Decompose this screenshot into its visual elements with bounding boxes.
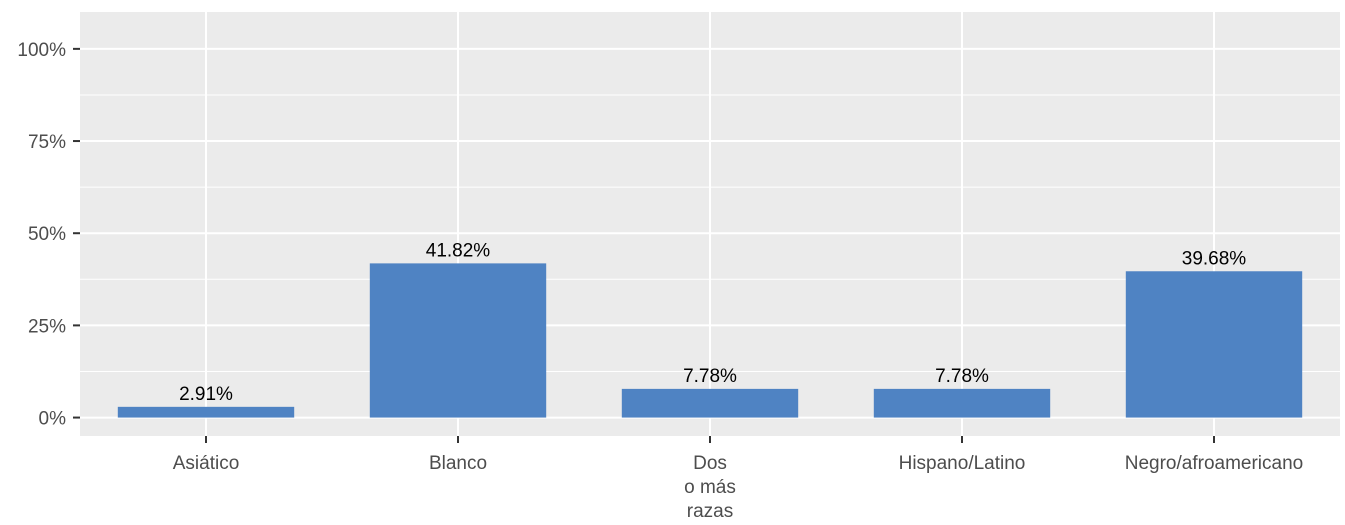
bar — [117, 406, 295, 418]
x-tick-label: Negro/afroamericano — [1125, 453, 1303, 474]
x-tick-label: Hispano/Latino — [899, 453, 1026, 474]
y-tick-label: 75% — [28, 132, 66, 153]
data-label: 7.78% — [935, 366, 989, 387]
data-label: 41.82% — [426, 240, 491, 261]
bar — [369, 263, 547, 418]
data-label: 39.68% — [1182, 248, 1247, 269]
y-tick-label: 100% — [17, 40, 66, 61]
y-tick-label: 0% — [39, 409, 67, 430]
x-tick-label: Asiático — [173, 453, 240, 474]
x-axis: Asiático Blanco Dos o más razas Hispano/Latin… — [173, 436, 1303, 522]
bar — [873, 388, 1051, 418]
y-tick-label: 25% — [28, 316, 66, 337]
x-tick-label: Dos o más razas — [684, 453, 736, 522]
data-label: 2.91% — [179, 384, 233, 405]
data-labels: 2.91% 41.82% 7.78% 7.78% 39.68% — [179, 240, 1246, 404]
data-label: 7.78% — [683, 366, 737, 387]
y-tick-label: 50% — [28, 224, 66, 245]
bar — [621, 388, 799, 418]
y-axis: 0% 25% 50% 75% 100% — [17, 40, 80, 430]
x-tick-label: Blanco — [429, 453, 487, 474]
bar — [1125, 271, 1303, 418]
bars — [117, 263, 1303, 418]
